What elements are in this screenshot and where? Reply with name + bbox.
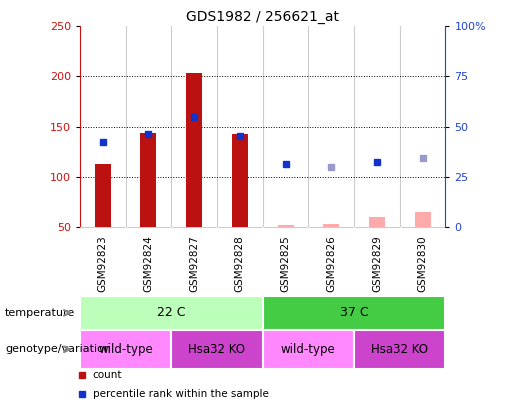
Bar <box>80 330 171 369</box>
Text: percentile rank within the sample: percentile rank within the sample <box>93 389 269 399</box>
Bar <box>323 224 339 227</box>
Text: wild-type: wild-type <box>98 343 153 356</box>
Text: GSM92825: GSM92825 <box>281 235 290 292</box>
Bar <box>95 164 111 227</box>
Text: temperature: temperature <box>5 308 75 318</box>
Text: 37 C: 37 C <box>340 306 368 320</box>
Bar <box>263 296 445 330</box>
Text: GSM92827: GSM92827 <box>189 235 199 292</box>
Bar <box>141 132 157 227</box>
Text: GSM92828: GSM92828 <box>235 235 245 292</box>
Title: GDS1982 / 256621_at: GDS1982 / 256621_at <box>186 10 339 24</box>
Bar <box>369 217 385 227</box>
Text: genotype/variation: genotype/variation <box>5 344 111 354</box>
Text: Hsa32 KO: Hsa32 KO <box>188 343 246 356</box>
Text: GSM92830: GSM92830 <box>418 236 427 292</box>
Text: Hsa32 KO: Hsa32 KO <box>371 343 428 356</box>
Bar <box>415 212 431 227</box>
Bar <box>263 330 354 369</box>
Bar <box>278 225 294 227</box>
Bar <box>80 296 263 330</box>
Bar <box>186 73 202 227</box>
Text: GSM92829: GSM92829 <box>372 235 382 292</box>
Text: count: count <box>93 370 122 379</box>
Text: wild-type: wild-type <box>281 343 336 356</box>
Text: 22 C: 22 C <box>157 306 185 320</box>
Text: GSM92823: GSM92823 <box>98 235 108 292</box>
Bar <box>171 330 263 369</box>
Text: GSM92824: GSM92824 <box>143 235 153 292</box>
Bar <box>232 134 248 227</box>
Text: GSM92826: GSM92826 <box>326 235 336 292</box>
Bar <box>354 330 445 369</box>
